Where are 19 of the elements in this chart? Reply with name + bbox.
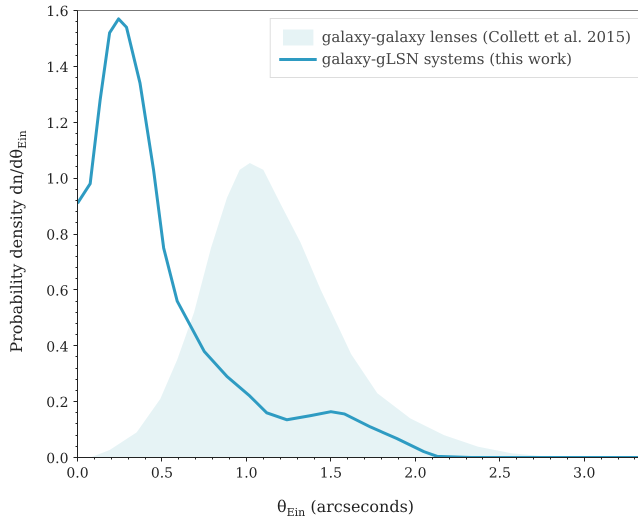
y-tick-label: 1.6 [46,4,69,20]
x-tick-label: 0.5 [150,466,174,482]
y-tick-label: 0.2 [46,395,68,412]
y-tick-label: 1.0 [46,172,68,188]
y-tick-label: 0.8 [46,228,68,244]
x-tick-label: 0.0 [66,466,89,482]
x-tick-label: 3.0 [573,466,596,482]
legend-label: galaxy-galaxy lenses (Collett et al. 2015) [322,28,631,46]
x-tick-label: 1.0 [235,466,258,482]
x-tick-label: 2.5 [488,466,511,482]
y-tick-label: 1.2 [46,116,68,132]
y-tick-label: 0.6 [46,283,69,300]
x-axis-title: θ$_{Ein}$ (arcseconds) [276,497,416,519]
y-tick-label: 0.4 [46,339,69,356]
legend-label: galaxy-gLSN systems (this work) [322,50,572,68]
x-tick-label: 1.5 [320,466,342,482]
x-tick-label: 2.0 [404,466,427,482]
y-tick-label: 0.0 [46,451,68,467]
y-tick-label: 1.4 [46,60,69,76]
